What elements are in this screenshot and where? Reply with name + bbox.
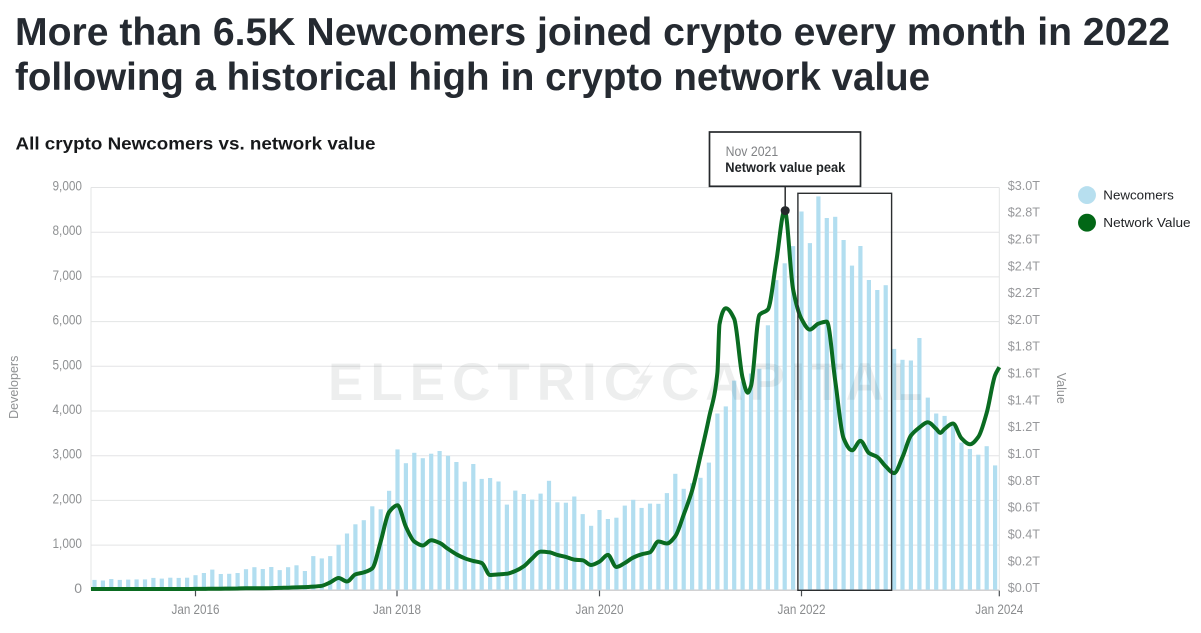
svg-text:All crypto Newcomers vs. netwo: All crypto Newcomers vs. network value <box>16 134 376 154</box>
svg-text:$0.2T: $0.2T <box>1008 554 1041 568</box>
svg-text:3,000: 3,000 <box>53 446 83 462</box>
svg-text:7,000: 7,000 <box>53 267 83 283</box>
svg-text:6,000: 6,000 <box>53 312 83 328</box>
svg-text:CAPITAL: CAPITAL <box>661 353 928 412</box>
svg-text:Value: Value <box>1054 373 1068 404</box>
svg-text:$2.6T: $2.6T <box>1008 232 1041 246</box>
svg-text:2,000: 2,000 <box>53 490 83 506</box>
svg-text:Newcomers: Newcomers <box>1103 188 1174 202</box>
svg-text:0: 0 <box>74 580 82 596</box>
svg-text:$0.0T: $0.0T <box>1008 581 1041 595</box>
svg-text:ELECTRIC: ELECTRIC <box>328 353 649 412</box>
svg-text:Jan 2024: Jan 2024 <box>975 601 1023 617</box>
svg-text:4,000: 4,000 <box>53 401 83 417</box>
svg-text:$0.4T: $0.4T <box>1008 528 1041 542</box>
svg-text:Network Value: Network Value <box>1103 216 1190 230</box>
svg-text:1,000: 1,000 <box>53 535 83 551</box>
svg-text:$2.0T: $2.0T <box>1008 313 1041 327</box>
svg-text:Jan 2016: Jan 2016 <box>172 601 220 617</box>
svg-text:$2.2T: $2.2T <box>1008 286 1041 300</box>
svg-text:Nov 2021: Nov 2021 <box>726 143 779 159</box>
svg-text:Developers: Developers <box>7 356 21 419</box>
svg-text:$1.8T: $1.8T <box>1008 340 1041 354</box>
svg-text:following a historical high in: following a historical high in crypto ne… <box>15 56 930 99</box>
svg-text:$2.8T: $2.8T <box>1008 206 1041 220</box>
svg-text:$0.6T: $0.6T <box>1008 501 1041 515</box>
svg-text:$1.0T: $1.0T <box>1008 447 1041 461</box>
svg-text:$3.0T: $3.0T <box>1008 179 1041 193</box>
svg-text:More than 6.5K Newcomers joine: More than 6.5K Newcomers joined crypto e… <box>15 11 1170 54</box>
svg-text:Network value peak: Network value peak <box>725 160 845 175</box>
svg-text:9,000: 9,000 <box>53 178 83 194</box>
svg-text:$1.2T: $1.2T <box>1008 420 1041 434</box>
svg-text:$1.4T: $1.4T <box>1008 393 1041 407</box>
svg-text:$2.4T: $2.4T <box>1008 259 1041 273</box>
svg-text:$1.6T: $1.6T <box>1008 367 1041 381</box>
svg-text:Jan 2022: Jan 2022 <box>778 601 826 617</box>
svg-text:8,000: 8,000 <box>53 222 83 238</box>
svg-text:Jan 2018: Jan 2018 <box>373 601 421 617</box>
svg-text:$0.8T: $0.8T <box>1008 474 1041 488</box>
svg-text:5,000: 5,000 <box>53 356 83 372</box>
svg-text:Jan 2020: Jan 2020 <box>576 601 624 617</box>
